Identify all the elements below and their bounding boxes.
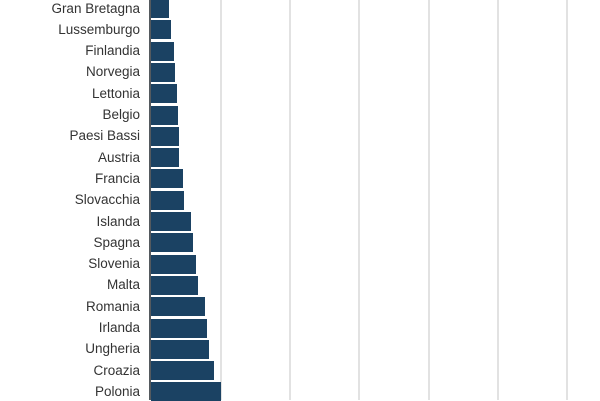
bar[interactable] [151, 126, 179, 146]
category-label: Lussemburgo [58, 21, 140, 37]
bar[interactable] [151, 361, 215, 381]
bar[interactable] [151, 190, 184, 210]
category-label: Malta [106, 277, 140, 293]
bar[interactable] [151, 62, 176, 82]
category-label: Slovacchia [74, 192, 140, 208]
category-label: Ungheria [85, 341, 140, 357]
bar[interactable] [151, 297, 206, 317]
bar[interactable] [151, 84, 177, 104]
category-label: Islanda [96, 213, 140, 229]
category-label: Lettonia [91, 85, 140, 101]
bar[interactable] [151, 148, 180, 168]
gridline [220, 0, 222, 400]
category-label: Gran Bretagna [51, 0, 140, 16]
category-label: Spagna [93, 234, 140, 250]
category-label: Finlandia [85, 43, 140, 59]
category-label: Slovenia [88, 256, 140, 272]
category-label: Norvegia [85, 64, 140, 80]
category-label: Austria [97, 149, 140, 165]
gridline [566, 0, 568, 400]
bar[interactable] [151, 105, 179, 125]
gridline [428, 0, 430, 400]
bar[interactable] [151, 382, 222, 401]
bar[interactable] [151, 0, 170, 18]
category-label: Belgio [102, 107, 140, 122]
y-axis-line [149, 0, 151, 400]
bar[interactable] [151, 233, 194, 253]
bar[interactable] [151, 41, 174, 61]
gridline [497, 0, 499, 400]
bar[interactable] [151, 318, 208, 338]
category-label: Polonia [94, 383, 140, 399]
bar[interactable] [151, 254, 197, 274]
category-label: Francia [94, 170, 140, 186]
bar[interactable] [151, 212, 192, 231]
bar[interactable] [151, 20, 172, 40]
category-label: Irlanda [98, 320, 140, 335]
bar[interactable] [151, 339, 210, 359]
category-label: Paesi Bassi [69, 128, 140, 144]
gridline [358, 0, 360, 400]
bar[interactable] [151, 275, 198, 295]
bar[interactable] [151, 169, 183, 189]
category-label: Croazia [93, 362, 140, 378]
category-label: Romania [85, 298, 140, 314]
gridline [289, 0, 291, 400]
